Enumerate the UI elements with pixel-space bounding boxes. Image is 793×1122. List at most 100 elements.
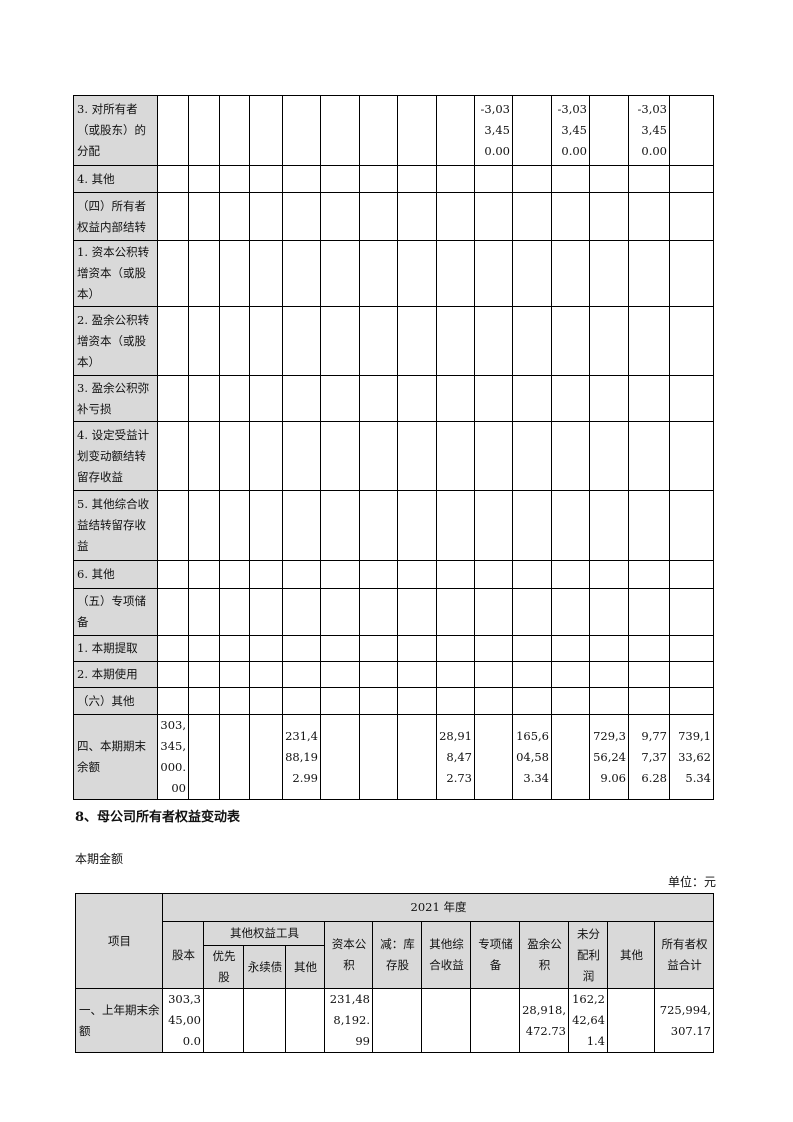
table-cell bbox=[397, 635, 437, 662]
parent-equity-change-table: 项目 2021 年度 股本 其他权益工具 资本公积 减：库存股 其他综合收益 专… bbox=[75, 893, 714, 1053]
table-cell bbox=[359, 240, 398, 307]
table-row: 3. 对所有者（或股东）的分配 -3,033,450.00 -3,033,450.0… bbox=[73, 95, 714, 166]
table-cell bbox=[282, 375, 321, 422]
table-cell bbox=[669, 165, 714, 193]
header-preferred: 优先股 bbox=[203, 945, 244, 989]
table-cell bbox=[219, 240, 250, 307]
table-cell bbox=[436, 165, 475, 193]
table-cell bbox=[628, 421, 670, 491]
table-cell bbox=[512, 192, 552, 241]
table-cell bbox=[397, 165, 437, 193]
table-cell bbox=[188, 165, 220, 193]
table-cell bbox=[320, 588, 360, 636]
table-cell: 165,604,583.34 bbox=[512, 714, 552, 800]
table-cell bbox=[669, 588, 714, 636]
table-cell bbox=[589, 588, 629, 636]
row-label: 1. 本期提取 bbox=[73, 635, 158, 662]
table-cell bbox=[474, 588, 513, 636]
table-cell bbox=[628, 635, 670, 662]
table-cell bbox=[359, 490, 398, 561]
table-cell bbox=[203, 988, 244, 1053]
table-cell bbox=[157, 95, 189, 166]
header-special-reserve: 专项储备 bbox=[470, 921, 520, 989]
table-cell bbox=[397, 375, 437, 422]
row-label: 2. 盈余公积转增资本（或股本） bbox=[73, 306, 158, 376]
header-surplus-reserve: 盈余公积 bbox=[519, 921, 569, 989]
table-cell bbox=[474, 421, 513, 491]
table-cell bbox=[397, 687, 437, 715]
table-cell bbox=[669, 687, 714, 715]
table-cell bbox=[589, 635, 629, 662]
table-cell bbox=[157, 306, 189, 376]
table-cell bbox=[589, 375, 629, 422]
table-row: 四、本期期末余额 303,345,000.00 231,488,192.99 28,9… bbox=[73, 714, 714, 800]
table-cell bbox=[359, 95, 398, 166]
table-cell bbox=[436, 192, 475, 241]
table-cell bbox=[589, 421, 629, 491]
table-cell bbox=[320, 560, 360, 589]
table-cell bbox=[249, 421, 283, 491]
table-cell bbox=[320, 687, 360, 715]
table-cell bbox=[512, 560, 552, 589]
table-cell bbox=[397, 192, 437, 241]
table-cell bbox=[397, 560, 437, 589]
table-row: （四）所有者权益内部结转 bbox=[73, 192, 714, 241]
table-cell bbox=[219, 635, 250, 662]
table-row: （五）专项储备 bbox=[73, 588, 714, 636]
table-cell bbox=[628, 687, 670, 715]
table-cell bbox=[219, 192, 250, 241]
table-cell bbox=[512, 588, 552, 636]
table-cell bbox=[589, 240, 629, 307]
table-row: （六）其他 bbox=[73, 687, 714, 715]
table-cell bbox=[320, 490, 360, 561]
table-cell bbox=[188, 306, 220, 376]
table-cell bbox=[589, 560, 629, 589]
table-cell bbox=[249, 635, 283, 662]
table-row: 一、上年期末余额 303,345,000.0 231,488,192.99 28,91… bbox=[75, 988, 714, 1053]
table-cell bbox=[320, 635, 360, 662]
table-cell bbox=[589, 687, 629, 715]
table-cell: 231,488,192.99 bbox=[282, 714, 321, 800]
table-cell bbox=[157, 192, 189, 241]
table-cell bbox=[320, 165, 360, 193]
table-cell bbox=[589, 490, 629, 561]
table-cell bbox=[359, 192, 398, 241]
header-treasury-stock: 减：库存股 bbox=[372, 921, 422, 989]
table-cell bbox=[188, 635, 220, 662]
table-cell bbox=[282, 240, 321, 307]
table-cell bbox=[436, 687, 475, 715]
table-cell bbox=[359, 635, 398, 662]
table-cell bbox=[320, 714, 360, 800]
table-cell bbox=[397, 490, 437, 561]
table-cell bbox=[551, 421, 590, 491]
table-cell bbox=[436, 588, 475, 636]
table-cell bbox=[157, 421, 189, 491]
table-cell bbox=[157, 490, 189, 561]
table-cell bbox=[188, 240, 220, 307]
table-cell bbox=[669, 421, 714, 491]
table-cell: 739,133,625.34 bbox=[669, 714, 714, 800]
table-cell bbox=[219, 95, 250, 166]
table-cell bbox=[282, 588, 321, 636]
table-cell bbox=[249, 95, 283, 166]
header-capital-reserve: 资本公积 bbox=[324, 921, 373, 989]
row-label: 3. 对所有者（或股东）的分配 bbox=[73, 95, 158, 166]
table-cell bbox=[359, 687, 398, 715]
table-cell: 231,488,192.99 bbox=[324, 988, 373, 1053]
table-cell bbox=[669, 375, 714, 422]
table-cell bbox=[359, 661, 398, 688]
table-row: 1. 本期提取 bbox=[73, 635, 714, 662]
table-cell bbox=[474, 560, 513, 589]
table-cell bbox=[157, 661, 189, 688]
table-cell bbox=[669, 306, 714, 376]
table-cell bbox=[628, 306, 670, 376]
table-cell bbox=[219, 714, 250, 800]
table-cell bbox=[474, 192, 513, 241]
table-cell bbox=[249, 165, 283, 193]
row-label: 2. 本期使用 bbox=[73, 661, 158, 688]
table-row: 4. 其他 bbox=[73, 165, 714, 193]
table-cell bbox=[188, 490, 220, 561]
table-cell bbox=[669, 490, 714, 561]
table-cell: 28,918,472.73 bbox=[436, 714, 475, 800]
table-cell bbox=[282, 306, 321, 376]
